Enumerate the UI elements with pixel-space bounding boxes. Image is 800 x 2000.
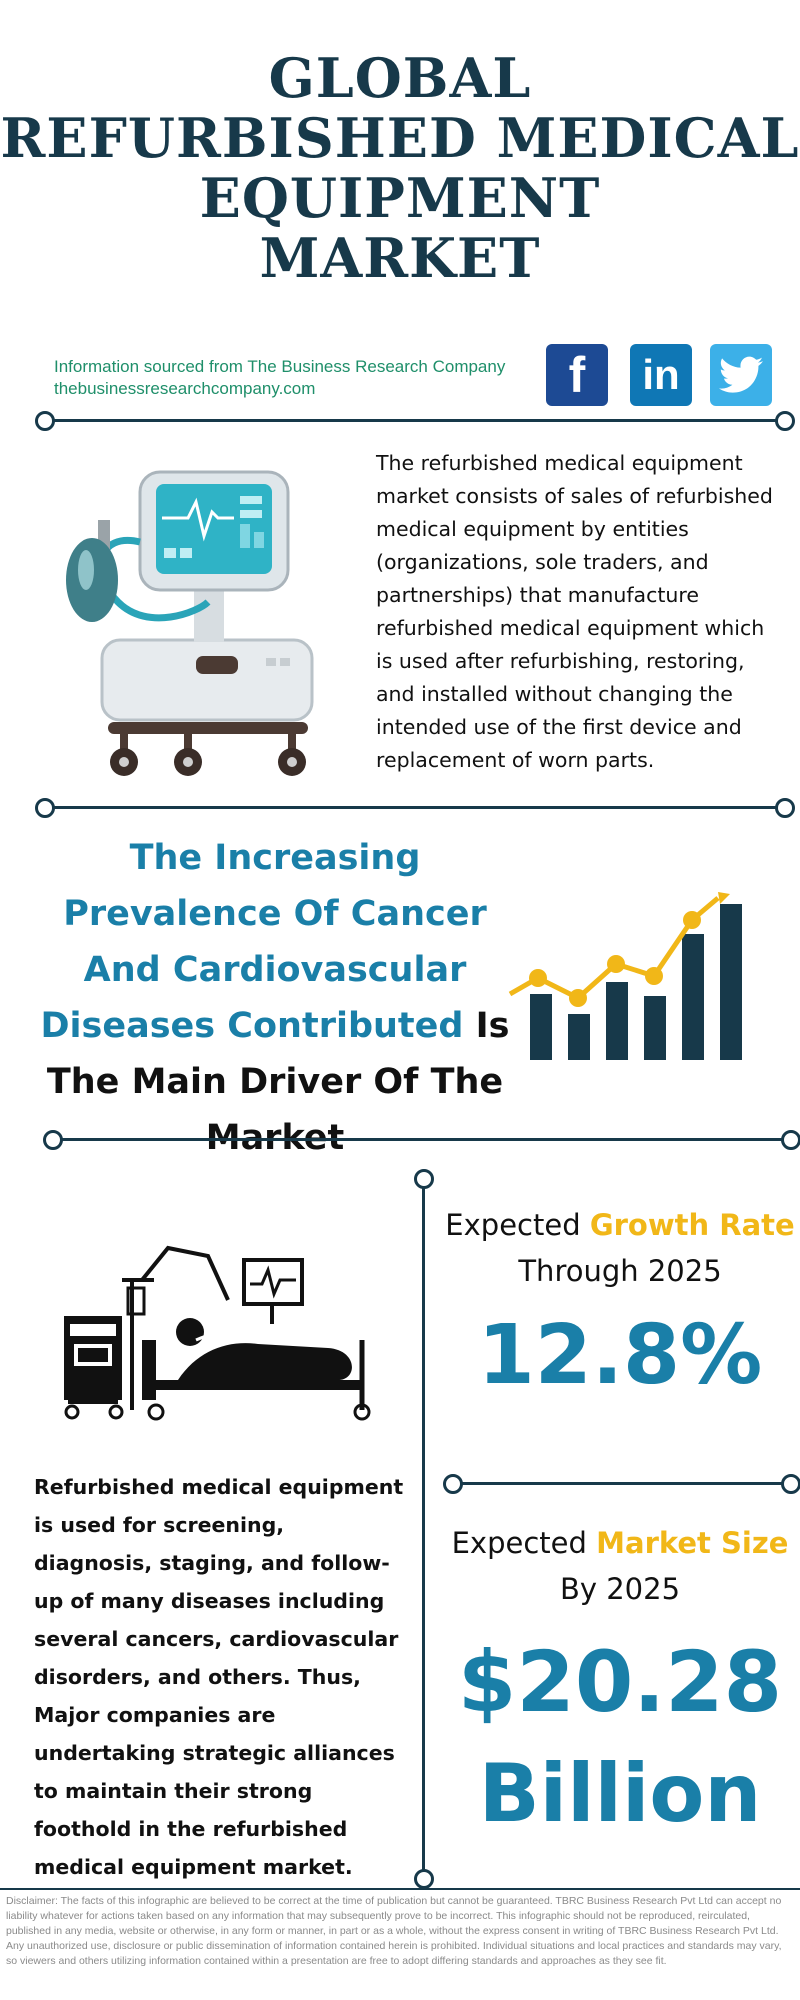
source-info: Information sourced from The Business Re… bbox=[54, 356, 505, 400]
growth-chart-icon bbox=[508, 892, 742, 1060]
vertical-divider-bottom-dot bbox=[414, 1869, 434, 1889]
market-size-suffix: By 2025 bbox=[559, 1572, 681, 1606]
linkedin-icon[interactable]: in bbox=[630, 344, 692, 406]
driver-highlight: The Increasing Prevalence Of Cancer And … bbox=[40, 838, 487, 1046]
divider-1 bbox=[44, 419, 784, 422]
divider-2 bbox=[44, 806, 784, 809]
facebook-icon[interactable]: f bbox=[546, 344, 608, 406]
divider-4 bbox=[452, 1482, 792, 1485]
divider-1-left-dot bbox=[35, 411, 55, 431]
source-line: Information sourced from The Business Re… bbox=[54, 357, 506, 376]
title-line-4: MARKET bbox=[259, 226, 541, 290]
twitter-icon[interactable] bbox=[710, 344, 772, 406]
market-size-label: Expected Market Size By 2025 bbox=[440, 1520, 800, 1612]
source-url[interactable]: thebusinessresearchcompany.com bbox=[54, 379, 316, 398]
twitter-bird-icon bbox=[719, 356, 763, 393]
title-line-3: EQUIPMENT bbox=[199, 166, 601, 230]
divider-3-right-dot bbox=[781, 1130, 800, 1150]
divider-1-right-dot bbox=[775, 411, 795, 431]
market-driver-text: The Increasing Prevalence Of Cancer And … bbox=[30, 830, 520, 1166]
growth-rate-label: Expected Growth Rate Through 2025 bbox=[440, 1202, 800, 1294]
hospital-bed-illustration bbox=[64, 1245, 371, 1421]
intro-text: The refurbished medical equipment market… bbox=[376, 451, 773, 772]
vertical-divider-top-dot bbox=[414, 1169, 434, 1189]
divider-3-left-dot bbox=[43, 1130, 63, 1150]
divider-2-left-dot bbox=[35, 798, 55, 818]
divider-4-left-dot bbox=[443, 1474, 463, 1494]
page-title: GLOBAL REFURBISHED MEDICAL EQUIPMENT MAR… bbox=[0, 48, 800, 288]
description-text: Refurbished medical equipment is used fo… bbox=[34, 1475, 404, 1879]
market-size-value: $20.28 bbox=[457, 1633, 783, 1731]
medical-monitor-illustration bbox=[66, 470, 314, 776]
title-line-1: GLOBAL bbox=[268, 46, 532, 110]
vertical-divider bbox=[422, 1178, 425, 1878]
footer-divider bbox=[0, 1888, 800, 1890]
market-size-unit: Billion bbox=[478, 1747, 762, 1840]
disclaimer-text: Disclaimer: The facts of this infographi… bbox=[6, 1895, 782, 1967]
growth-rate-value: 12.8% bbox=[477, 1308, 763, 1403]
growth-rate-highlight: Growth Rate bbox=[589, 1208, 795, 1242]
divider-3 bbox=[52, 1138, 792, 1141]
growth-rate-suffix: Through 2025 bbox=[518, 1254, 722, 1288]
divider-2-right-dot bbox=[775, 798, 795, 818]
market-size-highlight: Market Size bbox=[596, 1526, 789, 1560]
title-line-2: REFURBISHED MEDICAL bbox=[0, 106, 800, 170]
divider-4-right-dot bbox=[781, 1474, 800, 1494]
